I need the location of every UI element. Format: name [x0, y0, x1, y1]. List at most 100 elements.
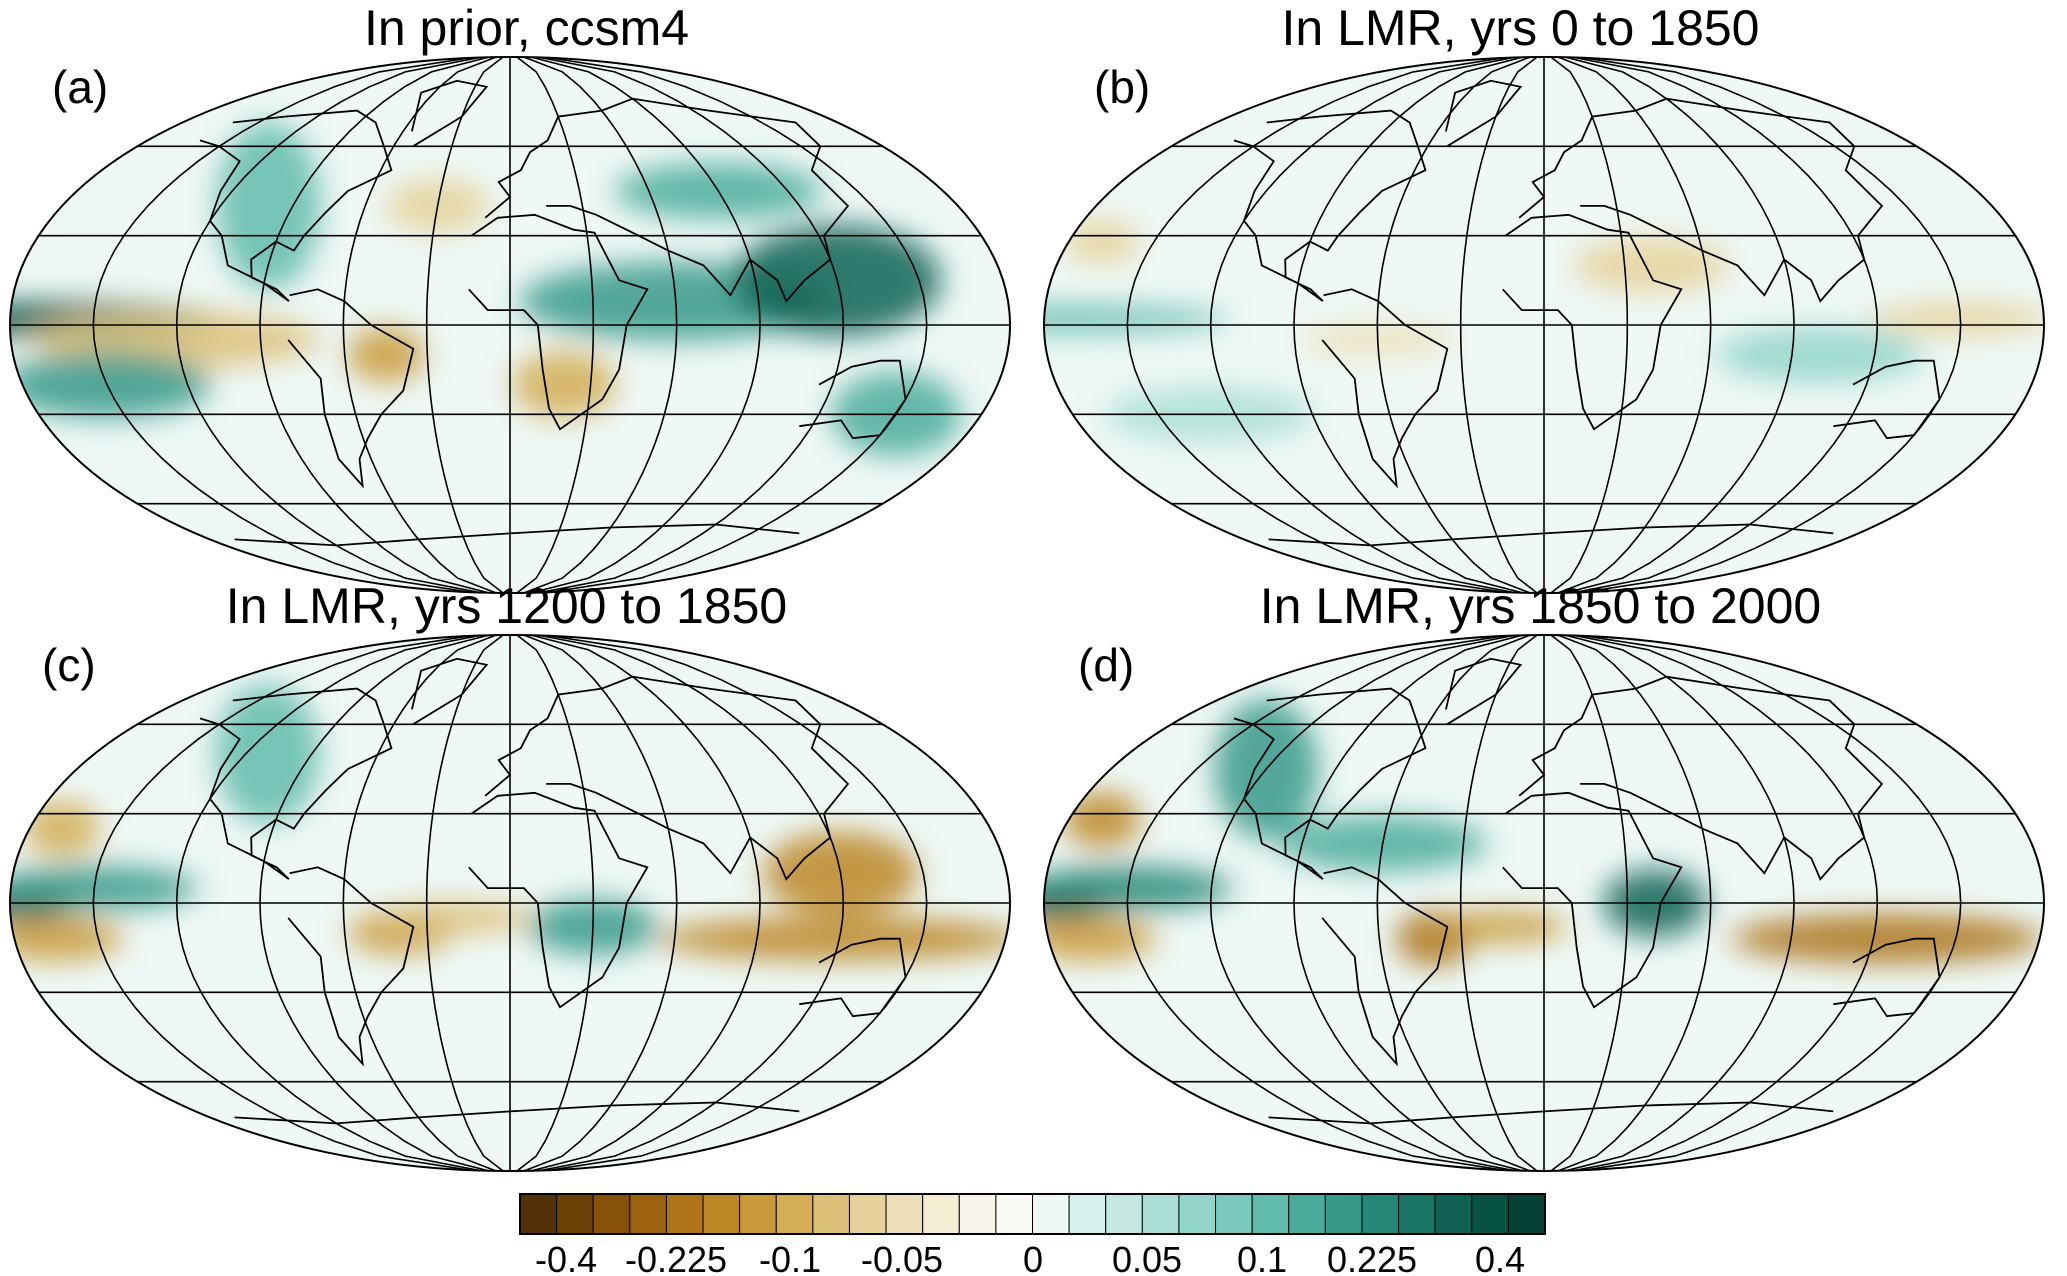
coastline	[1321, 288, 1449, 489]
meridian-line	[342, 635, 497, 1171]
meridian-line	[425, 57, 504, 593]
colorbar-swatch	[556, 1193, 594, 1235]
coastline	[1445, 657, 1523, 726]
coastline	[1445, 79, 1523, 148]
colorbar-tick-label: -0.225	[625, 1239, 727, 1276]
meridian-line	[516, 57, 595, 593]
colorbar-swatch	[1434, 1193, 1473, 1235]
coastline	[799, 359, 907, 440]
meridian-line	[516, 635, 595, 1171]
colorbar-tick-label: 0.225	[1327, 1239, 1417, 1276]
panel-label: (b)	[1094, 61, 1151, 113]
coastline	[468, 213, 649, 431]
colorbar-swatch	[1141, 1193, 1180, 1235]
meridian-line	[1293, 635, 1524, 1171]
colorbar-swatch	[629, 1193, 667, 1235]
meridian-line	[1376, 635, 1531, 1171]
meridian-line	[544, 635, 928, 1171]
colorbar-swatch	[1068, 1193, 1107, 1235]
meridian-line	[1557, 635, 1712, 1171]
colorbar-swatch	[812, 1193, 850, 1235]
meridian-line	[523, 635, 678, 1171]
panel-b: In LMR, yrs 0 to 1850 (b)	[1034, 0, 2067, 600]
colorbar-tick-label: -0.1	[759, 1239, 821, 1276]
map-c	[9, 634, 1011, 1172]
coastline	[1518, 675, 1884, 881]
meridian-line	[1293, 57, 1524, 593]
colorbar-tick-label: -0.05	[861, 1239, 943, 1276]
field-anomaly	[1062, 219, 1141, 265]
field-anomaly	[215, 684, 320, 825]
panel-label: (d)	[1078, 639, 1135, 691]
field-anomaly	[1573, 237, 1730, 294]
colorbar-tick-label: 0.4	[1475, 1239, 1525, 1276]
coastline	[287, 866, 415, 1067]
coastline	[1502, 213, 1683, 431]
meridian-line	[342, 57, 497, 593]
map-border	[1043, 634, 2045, 1172]
field-anomaly	[1437, 910, 1568, 944]
coastline	[411, 657, 489, 726]
map-border	[1043, 56, 2045, 594]
panel-title: In LMR, yrs 1200 to 1850	[225, 578, 788, 634]
map-border	[9, 56, 1011, 594]
field-anomaly	[1062, 791, 1141, 848]
coastline	[484, 675, 850, 881]
meridian-line	[1459, 57, 1538, 593]
colorbar-swatch	[848, 1193, 887, 1235]
meridian-line	[175, 635, 483, 1171]
meridian-line	[530, 57, 761, 593]
colorbar-tick-label: 0.1	[1237, 1239, 1287, 1276]
coastline	[1233, 687, 1427, 880]
meridian-line	[1209, 57, 1517, 593]
coastline	[287, 288, 415, 489]
coastline	[234, 1101, 800, 1125]
map-b	[1043, 56, 2045, 594]
coastline	[1502, 791, 1683, 1009]
colorbar-swatch	[592, 1193, 631, 1235]
meridian-line	[259, 635, 490, 1171]
coastline	[1833, 359, 1941, 440]
colorbar-tick-label: 0.05	[1112, 1239, 1182, 1276]
colorbar-swatch	[1032, 1193, 1070, 1235]
map-d	[1043, 634, 2045, 1172]
coastline	[1268, 523, 1834, 547]
coastline	[468, 791, 649, 1009]
meridian-line	[537, 635, 845, 1171]
meridian-line	[1209, 635, 1517, 1171]
coastline	[1233, 109, 1427, 302]
field-anomaly	[22, 800, 101, 857]
colorbar-swatch	[1215, 1193, 1253, 1235]
coastline	[199, 109, 393, 302]
colorbar-swatch	[665, 1193, 704, 1235]
colorbar-swatch	[702, 1193, 741, 1235]
meridian-line	[1459, 635, 1538, 1171]
meridian-line	[1550, 635, 1629, 1171]
field-anomaly	[1044, 916, 1157, 962]
colorbar-swatch	[519, 1193, 558, 1235]
coastline	[799, 937, 907, 1018]
panel-c: In LMR, yrs 1200 to 1850 (c)	[0, 578, 1033, 1178]
field-anomaly	[1044, 305, 1228, 334]
colorbar-swatch	[1398, 1193, 1436, 1235]
field-anomaly	[1731, 913, 2044, 964]
meridian-line	[1578, 635, 1962, 1171]
field-anomaly	[511, 350, 616, 419]
colorbar-swatch	[1507, 1193, 1546, 1235]
colorbar-swatch	[775, 1193, 814, 1235]
meridian-line	[1564, 57, 1795, 593]
colorbar-swatch	[1324, 1193, 1363, 1235]
colorbar-swatch	[739, 1193, 777, 1235]
meridian-line	[1578, 57, 1962, 593]
meridian-line	[425, 635, 504, 1171]
coastline	[234, 523, 800, 547]
colorbar-swatch	[885, 1193, 924, 1235]
colorbar-swatch	[1251, 1193, 1290, 1235]
meridian-line	[1564, 635, 1795, 1171]
meridian-line	[1376, 57, 1531, 593]
panel-title: In prior, ccsm4	[363, 0, 690, 56]
panel-title: In LMR, yrs 1850 to 2000	[1259, 578, 1822, 634]
meridian-line	[537, 57, 845, 593]
map-a	[9, 56, 1011, 594]
